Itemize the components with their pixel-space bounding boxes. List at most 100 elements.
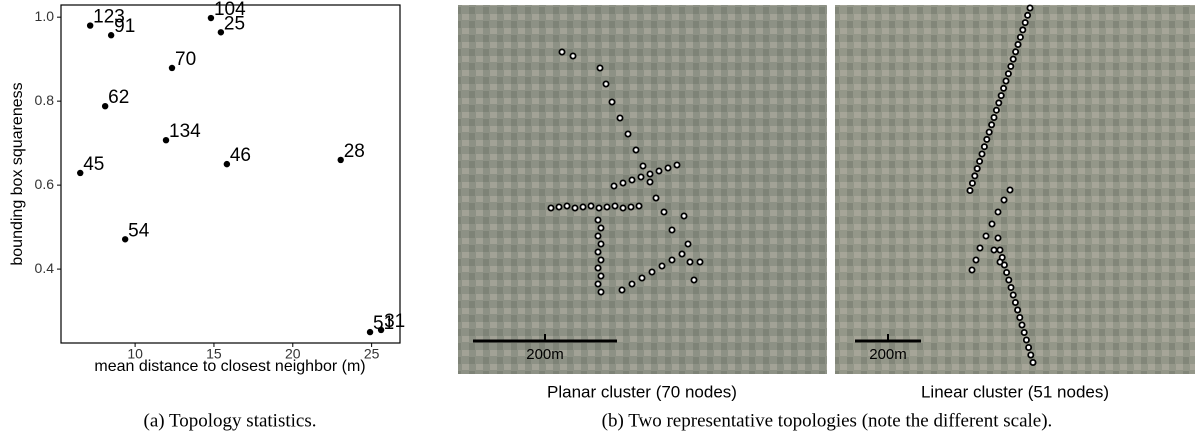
map-node (674, 162, 679, 167)
map-node (983, 233, 988, 238)
map-node (991, 247, 996, 252)
map-node (1020, 27, 1025, 32)
map-node (977, 245, 982, 250)
map-node (679, 251, 684, 256)
point-label: 91 (114, 16, 135, 37)
y-tick-label: 0.6 (35, 176, 55, 192)
map-node (629, 281, 634, 286)
map-node (989, 122, 994, 127)
x-tick-label: 25 (364, 346, 380, 362)
map-node (572, 205, 577, 210)
map-node (612, 203, 617, 208)
map-node (609, 99, 614, 104)
y-tick-label: 1.0 (35, 8, 55, 24)
map-node (639, 275, 644, 280)
map-node (1024, 337, 1029, 342)
map-node (638, 174, 643, 179)
map-node (1011, 292, 1016, 297)
map-node (691, 277, 696, 282)
map-node (559, 49, 564, 54)
map-node (687, 259, 692, 264)
map-panel: 200m Planar cluster (70 nodes) (458, 5, 827, 401)
map-node (973, 257, 978, 262)
map-node (1013, 49, 1018, 54)
point-label: 45 (83, 154, 104, 175)
map-node (991, 115, 996, 120)
map-node (603, 81, 608, 86)
map-label: Linear cluster (51 nodes) (921, 382, 1109, 401)
map-node (588, 203, 593, 208)
y-axis-title: bounding box squareness (9, 82, 26, 265)
map-node (604, 204, 609, 209)
map-node (596, 205, 601, 210)
y-tick-label: 0.4 (35, 260, 55, 276)
map-node (685, 241, 690, 246)
map-node (669, 227, 674, 232)
map-node (982, 144, 987, 149)
map-node (967, 188, 972, 193)
map-texture (458, 5, 827, 374)
map-node (1007, 187, 1012, 192)
map-node (987, 130, 992, 135)
map-node (595, 281, 600, 286)
point-label: 62 (108, 87, 129, 108)
map-node (598, 273, 603, 278)
map-node (1017, 315, 1022, 320)
map-node (659, 263, 664, 268)
map-node (595, 233, 600, 238)
map-node (1006, 71, 1011, 76)
map-panel: 200m Linear cluster (51 nodes) (835, 5, 1195, 401)
caption: (b) Two representative topologies (note … (602, 410, 1053, 431)
point-label: 54 (128, 220, 150, 241)
map-node (681, 213, 686, 218)
map-node (970, 181, 975, 186)
map-node (1028, 352, 1033, 357)
map-node (598, 225, 603, 230)
x-tick-label: 10 (127, 346, 143, 362)
map-node (625, 131, 630, 136)
map-node (1018, 35, 1023, 40)
map-node (1001, 86, 1006, 91)
map-node (620, 205, 625, 210)
map-node (1022, 330, 1027, 335)
map-node (598, 241, 603, 246)
map-node (656, 168, 661, 173)
map-node (647, 171, 652, 176)
map-node (1030, 360, 1035, 365)
map-node (995, 209, 1000, 214)
map-node (997, 259, 1002, 264)
map-node (697, 259, 702, 264)
point-label: 25 (224, 13, 245, 34)
map-node (1006, 277, 1011, 282)
map-node (633, 147, 638, 152)
map-node (548, 205, 553, 210)
map-node (1008, 64, 1013, 69)
map-node (556, 204, 561, 209)
map-node (977, 159, 982, 164)
map-node (617, 115, 622, 120)
map-node (649, 269, 654, 274)
y-tick-label: 0.8 (35, 92, 55, 108)
scale-label: 200m (869, 346, 907, 363)
map-node (1015, 307, 1020, 312)
map-node (1004, 270, 1009, 275)
map-node (647, 179, 652, 184)
map-node (653, 195, 658, 200)
scale-label: 200m (526, 346, 564, 363)
map-node (1023, 20, 1028, 25)
map-node (611, 183, 616, 188)
map-node (1025, 13, 1030, 18)
map-node (669, 257, 674, 262)
map-node (628, 204, 633, 209)
point-label: 28 (344, 141, 365, 162)
map-node (994, 108, 999, 113)
map-node (969, 267, 974, 272)
map-node (629, 177, 634, 182)
map-node (665, 165, 670, 170)
point-label: 70 (175, 49, 196, 70)
map-node (564, 203, 569, 208)
map-label: Planar cluster (70 nodes) (547, 382, 737, 401)
map-node (598, 289, 603, 294)
page: mean distance to closest neighbor (m) bo… (0, 0, 1203, 444)
map-node (595, 249, 600, 254)
